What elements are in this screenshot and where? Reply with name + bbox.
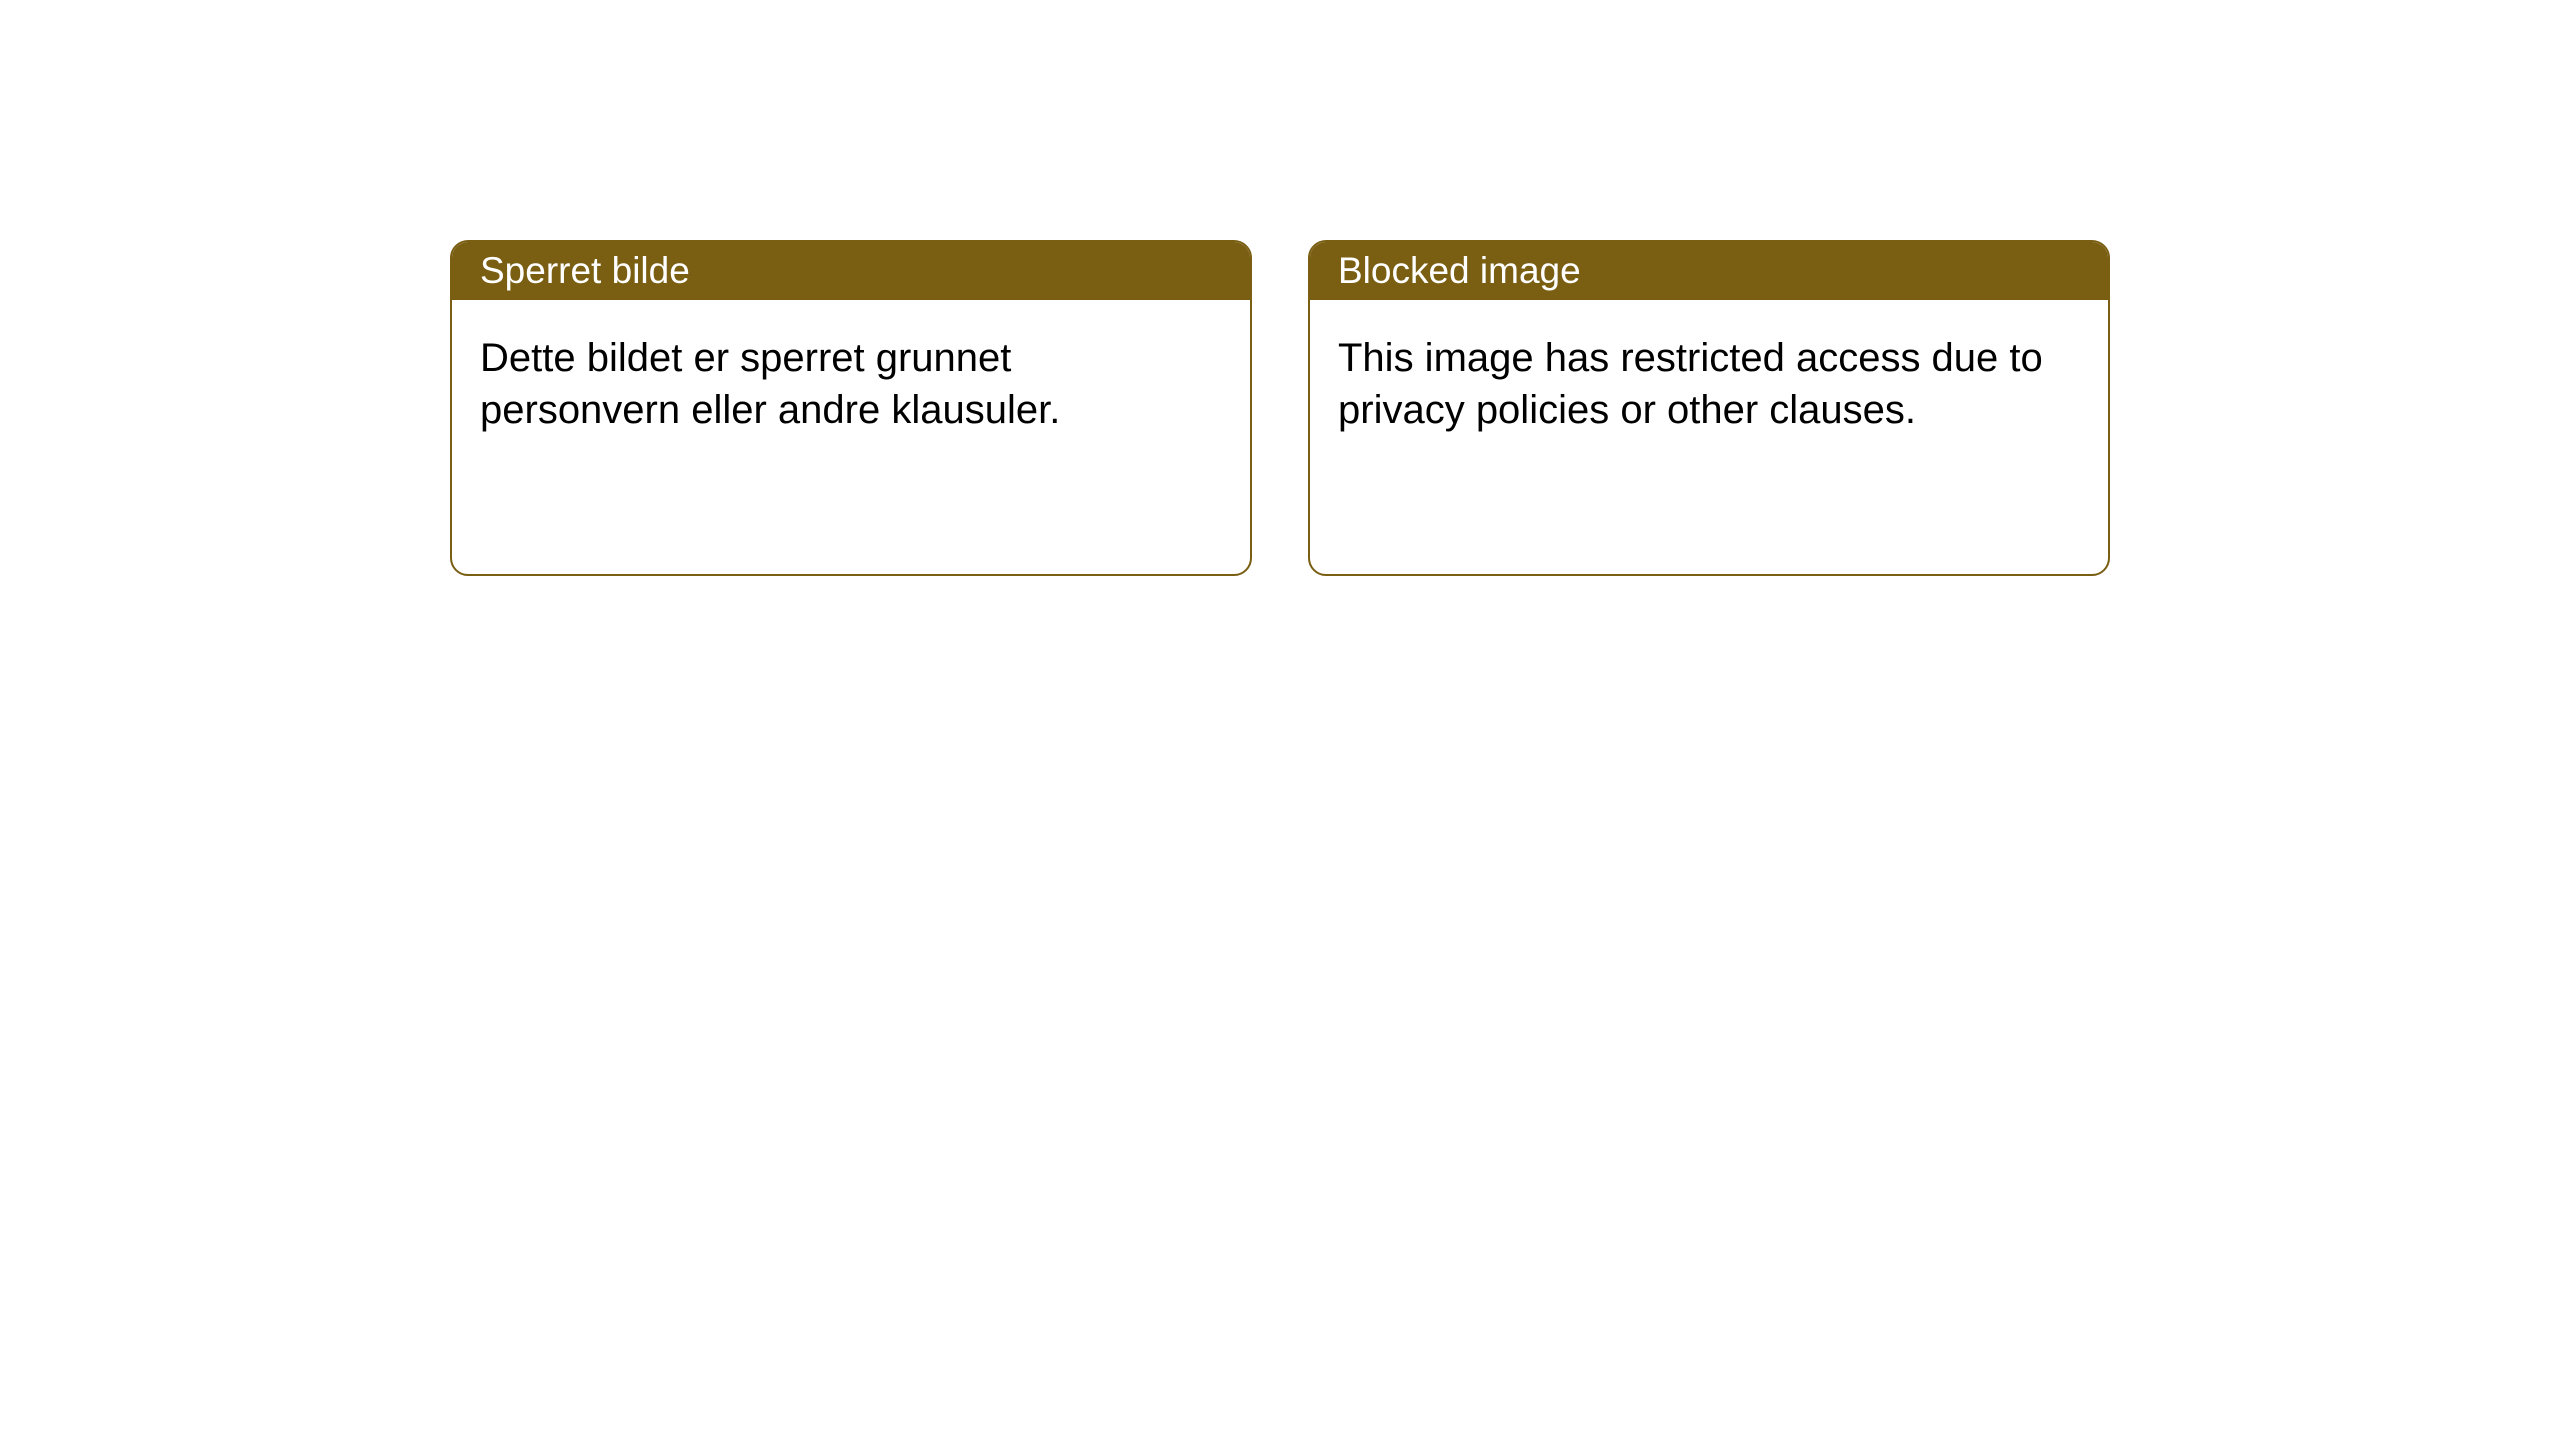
blocked-image-card-en: Blocked image This image has restricted … (1308, 240, 2110, 576)
card-body-en: This image has restricted access due to … (1310, 300, 2108, 468)
card-body-text-no: Dette bildet er sperret grunnet personve… (480, 332, 1222, 436)
card-header-en: Blocked image (1310, 242, 2108, 300)
card-body-text-en: This image has restricted access due to … (1338, 332, 2080, 436)
card-header-text-en: Blocked image (1338, 250, 1581, 292)
card-header-no: Sperret bilde (452, 242, 1250, 300)
card-header-text-no: Sperret bilde (480, 250, 690, 292)
notice-cards-container: Sperret bilde Dette bildet er sperret gr… (450, 240, 2110, 576)
card-body-no: Dette bildet er sperret grunnet personve… (452, 300, 1250, 468)
blocked-image-card-no: Sperret bilde Dette bildet er sperret gr… (450, 240, 1252, 576)
